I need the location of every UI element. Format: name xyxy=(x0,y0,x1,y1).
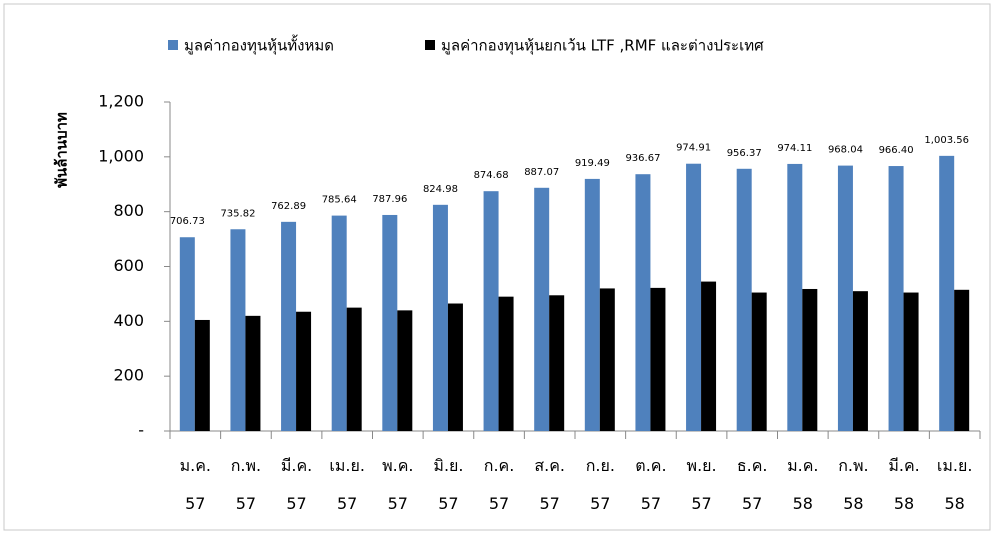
x-tick-label: ม.ค. 57 xyxy=(180,456,211,513)
bar xyxy=(584,178,600,431)
value-label: 824.98 xyxy=(423,184,458,195)
bar xyxy=(382,214,398,431)
x-tick-label: ก.ย. 57 xyxy=(586,456,615,513)
bar xyxy=(245,315,261,431)
value-label: 919.49 xyxy=(575,158,610,169)
bar xyxy=(635,174,651,432)
bar xyxy=(787,163,803,431)
value-label: 966.40 xyxy=(879,145,914,156)
value-label: 706.73 xyxy=(170,216,205,227)
bar xyxy=(498,296,514,431)
x-tick-label: เม.ย. 57 xyxy=(329,456,365,513)
bar xyxy=(736,168,752,431)
y-tick-label: 1,200 xyxy=(98,92,144,111)
value-label: 956.37 xyxy=(727,148,762,159)
bar xyxy=(179,237,195,431)
bar xyxy=(549,295,565,431)
bar xyxy=(852,291,868,431)
x-tick-label: ส.ค. 57 xyxy=(534,456,565,513)
bar xyxy=(331,215,347,431)
bar xyxy=(483,191,499,431)
bar xyxy=(903,292,919,431)
value-label: 762.89 xyxy=(271,201,306,212)
bar xyxy=(281,221,297,431)
legend-label: มูลค่ากองทุนหุ้นยกเว้น LTF ,RMF และต่างป… xyxy=(441,37,764,56)
value-label: 974.91 xyxy=(676,143,711,154)
bar xyxy=(194,319,210,431)
value-label: 887.07 xyxy=(524,167,559,178)
x-tick-label: เม.ย. 58 xyxy=(937,456,973,513)
bar xyxy=(230,229,246,431)
bar xyxy=(751,292,767,431)
x-tick-label: ต.ค. 57 xyxy=(635,456,666,513)
y-tick-label: 400 xyxy=(113,311,144,330)
x-tick-label: ม.ค. 58 xyxy=(787,456,818,513)
x-tick-label: ก.ค. 57 xyxy=(484,456,515,513)
bar xyxy=(650,287,666,431)
legend-swatch xyxy=(168,40,178,50)
bar xyxy=(802,288,818,431)
x-tick-label: ก.พ. 57 xyxy=(231,456,261,513)
bar xyxy=(599,288,615,431)
x-tick-label: ก.พ. 58 xyxy=(838,456,868,513)
value-label: 787.96 xyxy=(372,194,407,205)
bar xyxy=(432,204,448,431)
y-axis-label: พันล้านบาท xyxy=(53,112,71,188)
bar xyxy=(534,187,550,431)
bar xyxy=(701,281,717,431)
x-tick-label: มี.ค. 57 xyxy=(281,456,312,513)
y-tick-label: - xyxy=(138,421,144,440)
bar xyxy=(939,155,955,431)
value-label: 936.67 xyxy=(625,153,660,164)
value-label: 785.64 xyxy=(322,195,357,206)
x-tick-label: ธ.ค. 57 xyxy=(737,456,768,513)
x-tick-label: มิ.ย. 57 xyxy=(433,456,463,513)
value-label: 1,003.56 xyxy=(924,135,969,146)
bar xyxy=(447,303,463,431)
bar xyxy=(888,166,904,431)
legend-swatch xyxy=(425,40,435,50)
bar xyxy=(296,311,312,431)
value-label: 735.82 xyxy=(220,208,255,219)
bar xyxy=(686,163,702,432)
value-label: 974.11 xyxy=(777,143,812,154)
bar xyxy=(954,289,970,431)
x-tick-label: พ.ย. 57 xyxy=(687,456,717,513)
legend-label: มูลค่ากองทุนหุ้นทั้งหมด xyxy=(184,35,334,56)
value-label: 874.68 xyxy=(474,170,509,181)
x-tick-label: พ.ค. 57 xyxy=(382,456,413,513)
bar xyxy=(397,310,413,431)
x-tick-label: มี.ค. 58 xyxy=(888,456,919,513)
y-tick-label: 800 xyxy=(113,201,144,220)
y-tick-label: 600 xyxy=(113,256,144,275)
y-tick-label: 1,000 xyxy=(98,146,144,165)
bar xyxy=(837,165,853,431)
bar xyxy=(346,307,362,431)
y-tick-label: 200 xyxy=(113,366,144,385)
value-label: 968.04 xyxy=(828,145,863,156)
